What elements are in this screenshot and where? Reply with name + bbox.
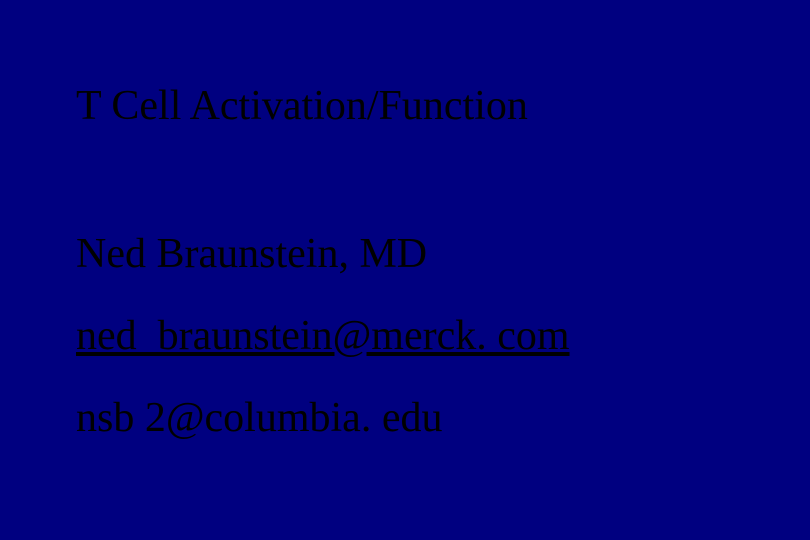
slide-title: T Cell Activation/Function <box>76 82 810 130</box>
email-link-primary[interactable]: ned_braunstein@merck. com <box>76 312 570 360</box>
email-secondary: nsb 2@columbia. edu <box>76 394 810 442</box>
slide-container: T Cell Activation/Function Ned Braunstei… <box>0 0 810 540</box>
author-name: Ned Braunstein, MD <box>76 230 810 278</box>
